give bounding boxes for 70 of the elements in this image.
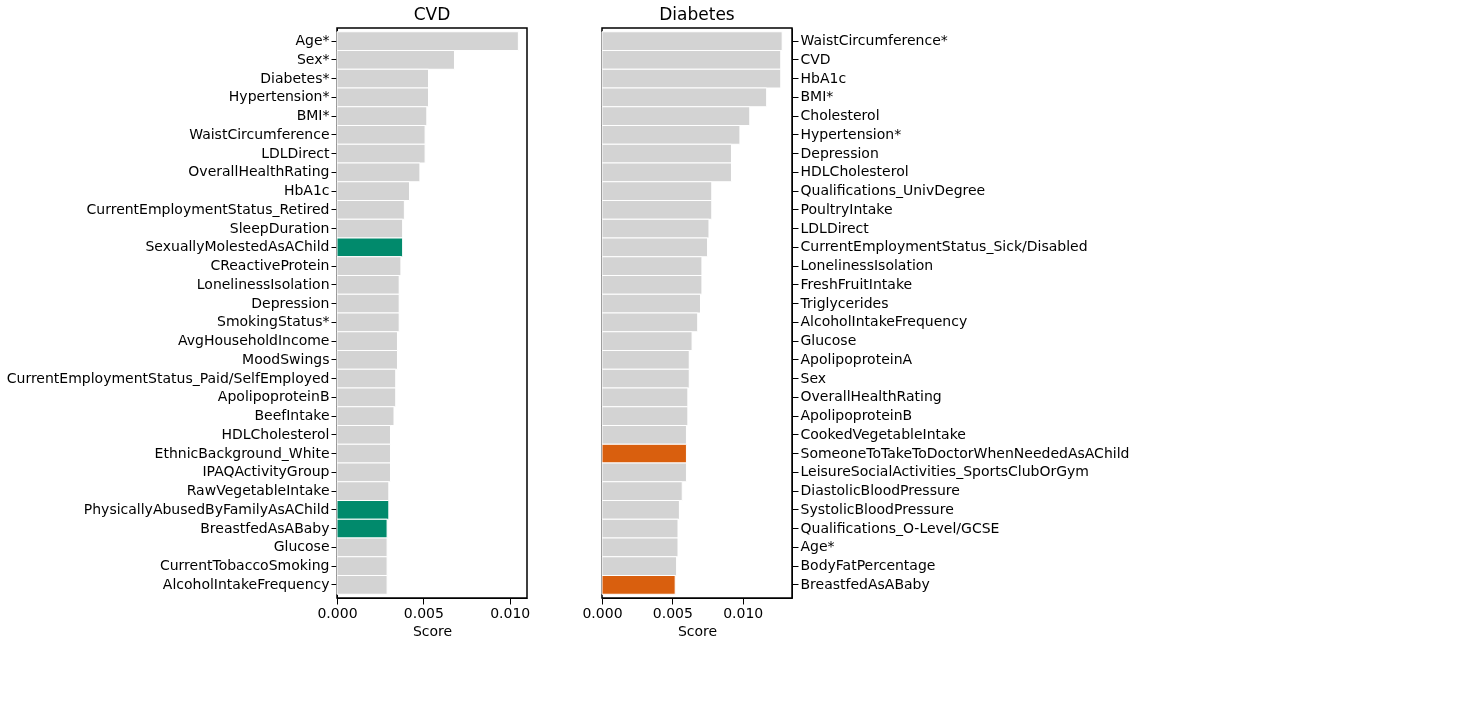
y-tick-label: BMI*: [296, 107, 330, 124]
chart-title: Diabetes: [659, 4, 735, 24]
y-tick-label: Age*: [295, 32, 330, 49]
x-tick-label: 0.005: [403, 604, 444, 621]
y-tick-label: Hypertension*: [228, 88, 330, 105]
y-tick-label: RawVegetableIntake: [186, 482, 330, 499]
y-tick-label: SomeoneToTakeToDoctorWhenNeededAsAChild: [800, 444, 1130, 461]
y-tick-label: DiastolicBloodPressure: [800, 482, 960, 499]
x-tick-label: 0.010: [723, 604, 764, 621]
y-tick-label: LonelinessIsolation: [196, 275, 330, 292]
y-tick-label: Depression: [251, 294, 330, 311]
y-tick-label: FreshFruitIntake: [800, 275, 913, 292]
y-tick-label: SmokingStatus*: [217, 313, 330, 330]
x-tick-label: 0.005: [652, 604, 693, 621]
y-tick-label: LDLDirect: [800, 219, 870, 236]
x-axis-title: Score: [677, 622, 718, 639]
y-tick-label: LDLDirect: [261, 144, 330, 161]
y-tick-label: ApolipoproteinB: [217, 388, 330, 405]
y-tick-label: BodyFatPercentage: [800, 557, 936, 574]
y-tick-label: AlcoholIntakeFrequency: [800, 313, 968, 330]
y-tick-label: CurrentEmploymentStatus_Retired: [86, 200, 330, 217]
y-tick-label: BeefIntake: [254, 407, 330, 424]
y-tick-label: HbA1c: [800, 69, 847, 86]
y-tick-label: Hypertension*: [800, 125, 902, 142]
y-tick-label: CurrentTobaccoSmoking: [159, 557, 330, 574]
y-tick-label: WaistCircumference: [189, 125, 330, 142]
y-tick-label: CookedVegetableIntake: [800, 425, 966, 442]
y-tick-label: Sex*: [296, 50, 330, 67]
y-tick-label: Glucose: [800, 332, 857, 349]
y-tick-label: CurrentEmploymentStatus_Sick/Disabled: [800, 238, 1088, 255]
y-tick-label: LonelinessIsolation: [800, 257, 934, 274]
x-axis-title: Score: [412, 622, 453, 639]
y-tick-label: MoodSwings: [242, 350, 330, 367]
x-tick-label: 0.000: [317, 604, 358, 621]
y-tick-label: PhysicallyAbusedByFamilyAsAChild: [83, 500, 330, 517]
y-tick-label: OverallHealthRating: [188, 163, 330, 180]
y-tick-label: Qualifications_UnivDegree: [800, 182, 986, 199]
y-tick-label: CVD: [800, 50, 831, 67]
y-tick-label: AlcoholIntakeFrequency: [162, 575, 330, 592]
y-tick-label: Triglycerides: [799, 294, 889, 311]
y-tick-label: HDLCholesterol: [800, 163, 909, 180]
y-tick-label: Cholesterol: [800, 107, 880, 124]
x-tick-label: 0.000: [582, 604, 623, 621]
y-tick-label: OverallHealthRating: [800, 388, 942, 405]
y-tick-label: PoultryIntake: [800, 200, 893, 217]
y-tick-label: ApolipoproteinA: [800, 350, 913, 367]
y-tick-label: Depression: [800, 144, 879, 161]
y-tick-label: WaistCircumference*: [800, 32, 948, 49]
y-tick-label: CurrentEmploymentStatus_Paid/SelfEmployed: [6, 369, 330, 386]
y-tick-label: EthnicBackground_White: [154, 444, 330, 461]
y-tick-label: HbA1c: [283, 182, 330, 199]
y-tick-label: SexuallyMolestedAsAChild: [145, 238, 330, 255]
y-tick-label: HDLCholesterol: [221, 425, 330, 442]
y-tick-label: Qualifications_O-Level/GCSE: [800, 519, 1000, 536]
y-tick-label: BMI*: [800, 88, 834, 105]
y-tick-label: AvgHouseholdIncome: [177, 332, 330, 349]
y-tick-label: SleepDuration: [229, 219, 330, 236]
y-tick-label: SystolicBloodPressure: [800, 500, 954, 517]
x-tick-label: 0.010: [490, 604, 531, 621]
y-tick-label: IPAQActivityGroup: [202, 463, 330, 480]
y-tick-label: ApolipoproteinB: [800, 407, 913, 424]
y-tick-label: BreastfedAsABaby: [800, 575, 930, 592]
y-tick-label: Age*: [800, 538, 835, 555]
y-tick-label: BreastfedAsABaby: [200, 519, 330, 536]
y-tick-label: Diabetes*: [260, 69, 330, 86]
chart-title: CVD: [413, 4, 451, 24]
y-tick-label: LeisureSocialActivities_SportsClubOrGym: [800, 463, 1090, 480]
y-tick-label: Sex: [800, 369, 827, 386]
y-tick-label: CReactiveProtein: [210, 257, 330, 274]
y-tick-label: Glucose: [273, 538, 330, 555]
